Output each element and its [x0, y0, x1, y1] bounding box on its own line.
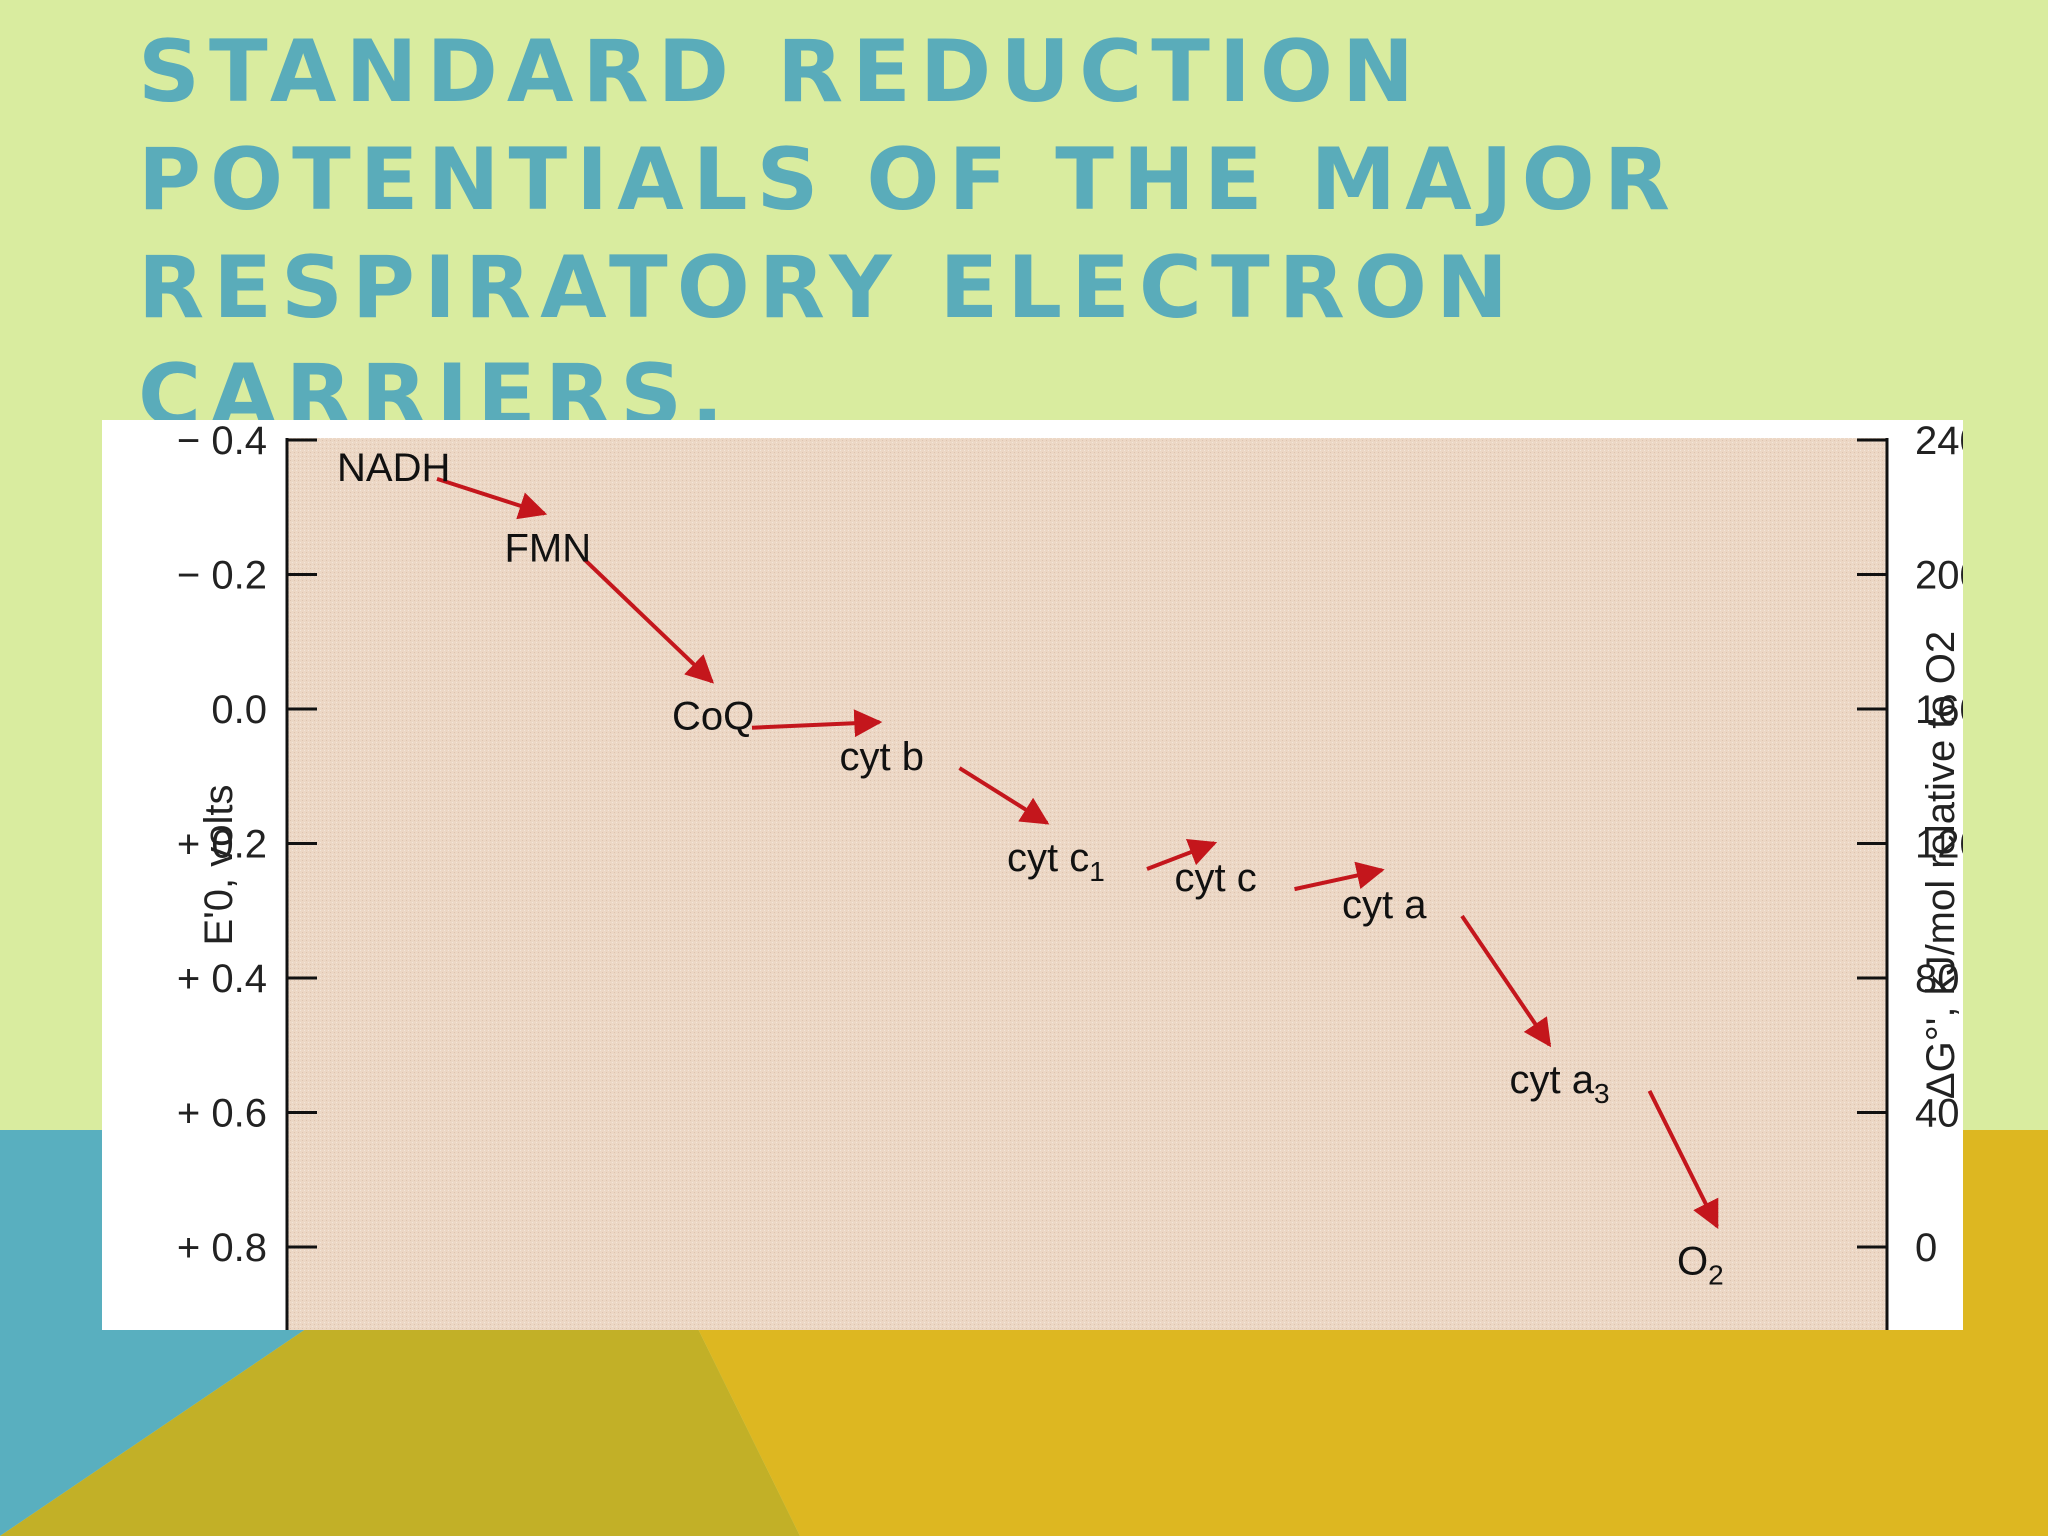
y2-tick-label: 200 [1915, 554, 1963, 598]
y-tick-label: + 0.2 [177, 823, 267, 867]
y-tick-label: + 0.8 [177, 1226, 267, 1270]
y2-tick-label: 120 [1915, 823, 1963, 867]
electron-transfer-arrow [436, 476, 548, 520]
chart-panel: − 0.4 − 0.2 0.0 + 0.2 + 0.4 + 0.6 + 0.8 240 200 1… [102, 420, 1963, 1330]
y-tick-label: − 0.4 [177, 420, 267, 463]
y2-tick-label: 160 [1915, 688, 1963, 732]
plot-area [287, 438, 1887, 1330]
carrier-label: cyt a [1342, 883, 1427, 927]
y2-tick-label: 240 [1915, 420, 1963, 463]
carrier-label: FMN [505, 527, 592, 571]
y-tick-label: − 0.2 [177, 554, 267, 598]
y2-axis-title: ΔG°', kJ/mol relative to O2 [1919, 631, 1963, 1099]
carrier-label: cyt c [1175, 856, 1257, 900]
carrier-label: cyt a3 [1510, 1058, 1610, 1109]
carrier-label: O2 [1677, 1239, 1724, 1290]
y-axis-title: E'0, volts [197, 784, 241, 945]
electron-transfer-arrow [583, 558, 715, 684]
carrier-label: CoQ [672, 695, 754, 739]
y2-tick-label: 0 [1915, 1226, 1937, 1270]
electron-transfer-arrow [958, 766, 1050, 825]
electron-transfer-arrow [1146, 839, 1218, 871]
y2-tick-label: 80 [1915, 957, 1960, 1001]
electron-transfer-arrow [751, 709, 883, 738]
y-tick-label: + 0.6 [177, 1092, 267, 1136]
electron-transfer-arrow [1647, 1089, 1719, 1229]
y2-tick-label: 40 [1915, 1092, 1960, 1136]
electron-transfer-arrow [1294, 861, 1385, 892]
electron-transfer-arrow [1460, 914, 1552, 1048]
carrier-label: NADH [337, 446, 450, 490]
slide-title: Standard reduction potentials of the maj… [138, 22, 1680, 446]
chart: − 0.4 − 0.2 0.0 + 0.2 + 0.4 + 0.6 + 0.8 240 200 1… [177, 420, 1963, 1330]
carrier-label: cyt b [840, 735, 924, 779]
y-tick-label: + 0.4 [177, 957, 267, 1001]
carrier-label: cyt c1 [1007, 836, 1105, 887]
y-tick-label: 0.0 [211, 688, 267, 732]
